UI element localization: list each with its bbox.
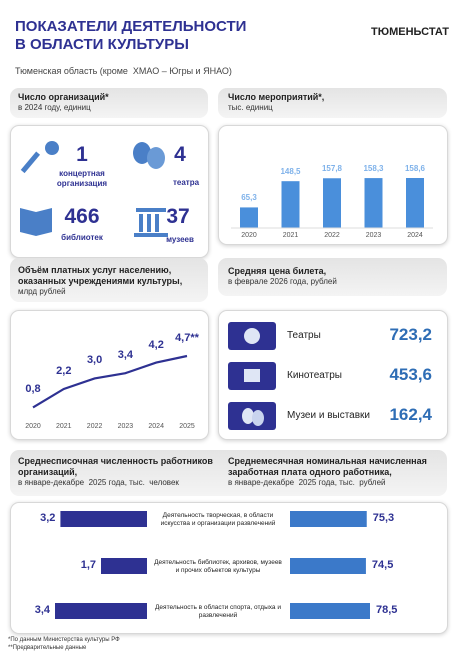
- org-count: 37: [166, 205, 190, 228]
- panel-title: Средняя цена билета,: [228, 266, 327, 276]
- panel-subtitle: млрд рублей: [18, 287, 66, 296]
- panel-header: [10, 450, 447, 496]
- header-block: Число мероприятий*, тыс. единиц: [228, 92, 438, 113]
- x-tick-label: 2023: [117, 423, 134, 430]
- footnote: **Предварительные данные: [8, 645, 87, 651]
- subtitle: Тюменская область (кроме ХМАО – Югры и Я…: [15, 66, 232, 76]
- value-label: 4,2: [148, 338, 164, 351]
- x-tick-label: 2024: [148, 423, 164, 430]
- panel-header: [10, 88, 208, 118]
- panel-header: [218, 258, 447, 296]
- ticket-icons: [228, 322, 276, 430]
- value-label: 148,5: [280, 167, 301, 177]
- title: ПОКАЗАТЕЛИ ДЕЯТЕЛЬНОСТИ В ОБЛАСТИ КУЛЬТУ…: [15, 18, 247, 53]
- value-label: 1,7: [80, 559, 96, 571]
- panel-subtitle: тыс. единиц: [228, 103, 273, 112]
- panel: [10, 125, 209, 258]
- x-tick-label: 2022: [324, 232, 340, 239]
- org-count: 466: [64, 205, 100, 228]
- value-label: 157,8: [321, 164, 343, 174]
- panel-title: Среднесписочная численность работников о…: [18, 456, 213, 477]
- bar: [290, 558, 366, 574]
- category-label: Деятельность творческая, в области искус…: [160, 512, 276, 527]
- value-label: 65,3: [241, 193, 257, 203]
- bar: [364, 178, 383, 228]
- value-label: 4,7**: [175, 332, 199, 344]
- x-tick-label: 2022: [86, 423, 103, 430]
- x-tick-label: 2023: [365, 232, 382, 239]
- ticket-label: Театры: [287, 330, 321, 341]
- value-label: 158,3: [363, 164, 384, 174]
- bar: [60, 511, 147, 527]
- value-label: 74,5: [371, 559, 394, 571]
- panel-header: [10, 258, 208, 302]
- panel-title: Объём платных услуг населению, оказанных…: [18, 265, 183, 286]
- value-label: 2,2: [56, 364, 72, 377]
- footnote: *По данным Министерства культуры РФ: [8, 637, 120, 643]
- bar: [406, 178, 424, 228]
- ticket-price: 453,6: [389, 365, 432, 384]
- value-label: 0,8: [25, 383, 41, 396]
- bar: [290, 511, 367, 527]
- ticket-label: Музеи и выставки: [287, 410, 371, 421]
- value-label: 3,4: [34, 604, 50, 616]
- panel-header: [218, 88, 447, 118]
- org-label: театра: [172, 178, 200, 187]
- ticket-price: 162,4: [389, 405, 432, 424]
- value-label: 75,3: [372, 512, 395, 524]
- x-tick-label: 2021: [282, 232, 299, 239]
- bar: [290, 603, 370, 619]
- bar: [240, 207, 258, 228]
- x-tick-label: 2024: [407, 232, 423, 239]
- bar: [323, 178, 341, 228]
- panel-subtitle: в январе-декабре 2025 года, тыс. человек: [18, 478, 179, 487]
- line: [32, 354, 188, 409]
- header-block: Среднемесячная номинальная начисленная з…: [228, 456, 438, 488]
- bar: [55, 603, 147, 619]
- ticket-label: Кинотеатры: [287, 370, 342, 381]
- panel-title: Число мероприятий*,: [228, 92, 325, 102]
- value-label: 3,0: [86, 354, 103, 367]
- icons: [20, 141, 168, 237]
- ticket-price: 723,2: [389, 325, 432, 344]
- org-label: музеев: [166, 235, 194, 244]
- x-tick-label: 2021: [56, 423, 72, 430]
- panel-title: Число организаций*: [18, 92, 109, 102]
- value-label: 158,6: [404, 164, 426, 173]
- category-label: Деятельность библиотек, архивов, музеев …: [154, 559, 282, 574]
- bar: [281, 181, 300, 228]
- org-label: библиотек: [61, 233, 103, 242]
- panel-title: Среднемесячная номинальная начисленная з…: [228, 456, 427, 477]
- value-label: 3,4: [117, 349, 134, 362]
- header-block: Среднесписочная численность работников о…: [18, 456, 213, 488]
- header-block: Число организаций* в 2024 году, единиц: [18, 92, 203, 113]
- x-tick-label: 2020: [241, 232, 257, 239]
- header-block: Средняя цена билета, в феврале 2026 года,…: [228, 266, 438, 287]
- x-tick-label: 2020: [25, 423, 41, 430]
- panel-subtitle: в январе-декабре 2025 года, тыс. рублей: [228, 478, 386, 487]
- panel-subtitle: в 2024 году, единиц: [18, 103, 91, 112]
- header-block: Объём платных услуг населению, оказанных…: [18, 265, 208, 297]
- category-label: Деятельность в области спорта, отдыха и …: [155, 604, 281, 619]
- value-label: 3,2: [40, 512, 56, 524]
- brand: ТЮМЕНЬСТАТ: [371, 26, 449, 38]
- org-label: концертная организация: [56, 169, 108, 188]
- bar: [101, 558, 147, 574]
- x-tick-label: 2025: [179, 423, 195, 430]
- panel-subtitle: в феврале 2026 года, рублей: [228, 277, 337, 286]
- value-label: 78,5: [376, 604, 398, 616]
- org-count: 4: [174, 143, 186, 166]
- org-count: 1: [76, 143, 88, 166]
